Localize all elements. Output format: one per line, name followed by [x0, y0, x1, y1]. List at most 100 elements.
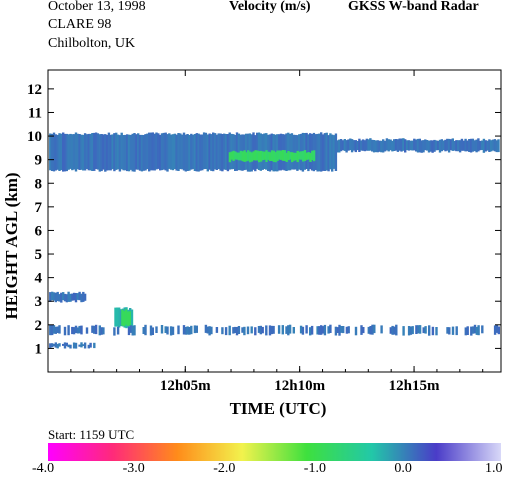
- echo-cell: [126, 134, 129, 172]
- echo-cell: [62, 292, 65, 301]
- echo-cell: [119, 309, 123, 327]
- echo-cell: [329, 324, 332, 333]
- echo-cell: [190, 325, 193, 335]
- echo-cell: [352, 140, 356, 151]
- echo-cell: [155, 132, 158, 170]
- echo-cell: [93, 325, 96, 334]
- echo-cell: [389, 139, 392, 151]
- echo-cell: [358, 138, 361, 152]
- echo-cell: [87, 344, 90, 349]
- echo-cell: [272, 150, 276, 162]
- echo-cell: [215, 134, 219, 170]
- echo-cell: [285, 133, 288, 171]
- echo-cell: [482, 138, 486, 153]
- echo-cell: [391, 325, 394, 335]
- start-time-label: Start: 1159 UTC: [48, 427, 135, 442]
- echo-cell: [116, 134, 120, 170]
- y-axis-title: HEIGHT AGL (km): [2, 172, 21, 319]
- echo-cell: [440, 139, 443, 152]
- echo-cell: [76, 327, 79, 334]
- x-axis-ticks: 12h05m 12h10m 12h15m: [70, 70, 484, 394]
- echo-cell: [339, 139, 343, 152]
- echo-cell: [67, 291, 70, 302]
- echo-cell: [129, 325, 133, 333]
- echo-cell: [118, 307, 121, 328]
- echo-cell: [372, 140, 376, 153]
- echo-cell: [89, 133, 92, 171]
- echo-cell: [254, 327, 257, 336]
- echo-cell: [89, 342, 92, 348]
- echo-cell: [56, 291, 59, 302]
- echo-cell: [116, 326, 120, 335]
- echo-cell: [345, 140, 348, 153]
- echo-cell: [160, 325, 164, 334]
- echo-cell: [402, 138, 405, 151]
- echo-cell: [164, 326, 167, 333]
- echo-cell: [182, 132, 186, 171]
- echo-cell: [468, 139, 471, 152]
- echo-cell: [122, 135, 125, 171]
- echo-cell: [127, 326, 131, 336]
- echo-cell: [278, 150, 281, 160]
- y-tick-label: 2: [35, 318, 43, 334]
- echo-cell: [493, 139, 497, 152]
- echo-cell: [451, 326, 455, 335]
- echo-cell: [166, 326, 169, 335]
- echo-cell: [133, 325, 136, 336]
- echo-cell: [83, 133, 87, 171]
- echo-cell: [464, 138, 467, 152]
- echo-cell: [124, 134, 127, 171]
- echo-cell: [85, 134, 89, 169]
- echo-cell: [411, 140, 414, 151]
- echo-cell: [360, 325, 363, 335]
- y-tick-label: 8: [35, 176, 43, 192]
- echo-cell: [470, 326, 473, 336]
- echo-cell: [336, 140, 339, 153]
- echo-cell: [157, 133, 160, 169]
- echo-cell: [142, 135, 145, 171]
- echo-cell: [232, 150, 235, 161]
- echo-cell: [221, 134, 224, 172]
- echo-cell: [235, 327, 239, 336]
- echo-cell: [349, 138, 352, 151]
- echo-cell: [151, 132, 154, 171]
- echo-region: [121, 309, 131, 327]
- y-tick-label: 9: [35, 153, 43, 169]
- echo-cell: [373, 324, 376, 334]
- echo-cell: [197, 133, 200, 172]
- echo-cell: [460, 138, 464, 151]
- y-tick-label: 3: [35, 294, 43, 310]
- echo-cell: [444, 139, 447, 152]
- echo-cell: [83, 293, 87, 301]
- echo-cell: [171, 134, 175, 171]
- echo-cell: [296, 150, 299, 163]
- echo-cell: [237, 326, 241, 334]
- echo-cell: [411, 326, 414, 335]
- echo-cell: [234, 326, 237, 333]
- echo-cell: [51, 324, 54, 336]
- echo-cell: [135, 134, 138, 170]
- echo-cell: [477, 325, 480, 336]
- echo-cell: [115, 132, 118, 170]
- echo-cell: [417, 325, 420, 334]
- echo-cell: [166, 134, 169, 172]
- echo-cell: [484, 140, 487, 152]
- echo-cell: [239, 150, 243, 161]
- echo-cell: [471, 326, 475, 334]
- echo-cell: [184, 327, 187, 335]
- echo-cell: [201, 134, 204, 171]
- echo-cell: [182, 325, 186, 335]
- echo-cell: [188, 327, 191, 335]
- y-tick-label: 5: [35, 247, 43, 263]
- echo-cell: [169, 326, 173, 336]
- echo-cell: [62, 132, 65, 172]
- echo-cell: [138, 134, 142, 171]
- echo-cell: [265, 325, 268, 336]
- echo-cell: [362, 327, 365, 334]
- echo-cell: [254, 150, 257, 161]
- echo-cell: [69, 293, 72, 302]
- echo-cell: [367, 326, 370, 334]
- echo-cell: [449, 139, 453, 151]
- echo-cell: [140, 134, 144, 172]
- x-tick-label: 12h05m: [160, 378, 211, 394]
